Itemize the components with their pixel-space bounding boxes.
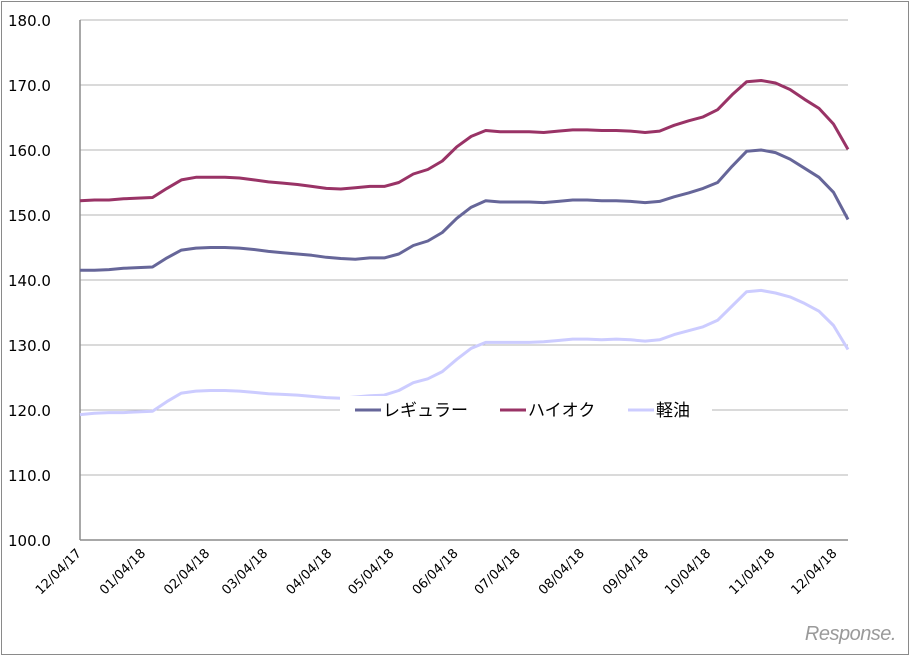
response-logo: Response. xyxy=(804,623,897,645)
x-tick-label: 12/04/18 xyxy=(789,546,841,598)
y-tick-label: 170.0 xyxy=(8,77,51,95)
x-tick-label: 04/04/18 xyxy=(283,546,335,598)
x-tick-label: 12/04/17 xyxy=(33,546,85,598)
y-tick-label: 100.0 xyxy=(8,532,51,550)
series-lines xyxy=(79,79,850,417)
legend-label: レギュラー xyxy=(383,401,468,421)
x-tick-label: 10/04/18 xyxy=(662,546,714,598)
y-tick-label: 160.0 xyxy=(8,142,51,160)
legend: レギュラー ハイオク 軽油 xyxy=(340,396,712,424)
gridlines xyxy=(80,19,848,476)
legend-label: 軽油 xyxy=(656,401,690,421)
x-axis: 12/04/17 01/04/18 02/04/18 03/04/18 04/04/18… xyxy=(33,539,848,598)
x-tick-label: 09/04/18 xyxy=(600,546,652,598)
y-tick-label: 120.0 xyxy=(8,402,51,420)
x-tick-label: 01/04/18 xyxy=(97,546,149,598)
y-tick-label: 150.0 xyxy=(8,207,51,225)
series-line-2 xyxy=(79,288,850,417)
x-tick-label: 03/04/18 xyxy=(219,546,271,598)
x-tick-label: 11/04/18 xyxy=(726,546,778,598)
y-tick-label: 140.0 xyxy=(8,272,51,290)
y-tick-label: 130.0 xyxy=(8,337,51,355)
x-tick-label: 07/04/18 xyxy=(472,546,524,598)
series-line-0 xyxy=(80,148,850,272)
x-tick-label: 05/04/18 xyxy=(346,546,398,598)
y-tick-label: 110.0 xyxy=(8,467,51,485)
x-tick-label: 08/04/18 xyxy=(536,546,588,598)
x-tick-label: 02/04/18 xyxy=(161,546,213,598)
legend-label: ハイオク xyxy=(528,401,595,421)
x-tick-label: 06/04/18 xyxy=(410,546,462,598)
y-tick-label: 180.0 xyxy=(8,12,51,30)
series-line-1 xyxy=(79,79,850,203)
y-axis: 100.0 110.0 120.0 130.0 140.0 150.0 160.0 170.0… xyxy=(8,12,81,550)
